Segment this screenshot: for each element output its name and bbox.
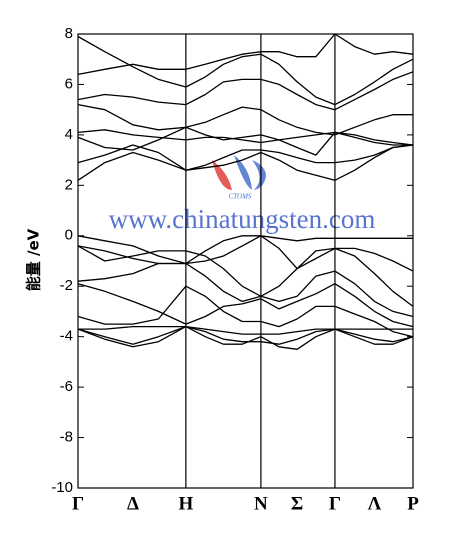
x-tick-label: H bbox=[178, 493, 193, 514]
y-axis-label: 能量 /eV bbox=[25, 228, 43, 291]
y-tick-label: 6 bbox=[65, 75, 73, 92]
band-line bbox=[77, 144, 414, 171]
y-tick-label: 2 bbox=[65, 176, 73, 193]
y-tick-label: 8 bbox=[65, 25, 73, 42]
logo-text: CTOMS bbox=[229, 193, 252, 201]
band-line bbox=[78, 325, 413, 335]
band-line bbox=[77, 245, 414, 307]
band-line bbox=[77, 103, 413, 136]
band-line bbox=[77, 235, 414, 272]
y-tick-label: 0 bbox=[65, 227, 73, 244]
band-line bbox=[77, 71, 414, 111]
y-tick-label: 4 bbox=[65, 126, 73, 143]
band-line bbox=[77, 285, 414, 338]
band-line bbox=[77, 126, 414, 156]
x-tick-label: N bbox=[254, 493, 268, 514]
x-tick-label: Δ bbox=[127, 493, 139, 514]
x-tick-label: Σ bbox=[291, 493, 303, 514]
x-tick-label: Γ bbox=[72, 493, 84, 514]
logo bbox=[212, 155, 266, 190]
band-line bbox=[77, 35, 414, 106]
x-tick-label: Γ bbox=[329, 493, 341, 514]
band-line bbox=[77, 325, 414, 350]
band-line bbox=[77, 235, 413, 265]
band-line bbox=[77, 129, 413, 146]
x-tick-label: Λ bbox=[368, 493, 382, 514]
band-line bbox=[77, 144, 414, 181]
logo-shape bbox=[252, 160, 266, 190]
logo-shape bbox=[234, 155, 252, 190]
y-tick-label: -10 bbox=[51, 479, 73, 496]
y-tick-label: -6 bbox=[60, 378, 73, 395]
y-tick-label: -2 bbox=[60, 277, 73, 294]
band-line bbox=[77, 33, 414, 76]
band-line bbox=[77, 262, 414, 318]
band-line bbox=[77, 325, 414, 345]
plot-frame bbox=[77, 33, 414, 489]
watermark: www.chinatungsten.com bbox=[109, 204, 376, 234]
logo-shape bbox=[212, 160, 232, 190]
y-tick-label: -4 bbox=[60, 328, 73, 345]
band-line bbox=[77, 283, 414, 328]
y-tick-label: -8 bbox=[60, 429, 73, 446]
x-tick-label: P bbox=[407, 493, 419, 514]
